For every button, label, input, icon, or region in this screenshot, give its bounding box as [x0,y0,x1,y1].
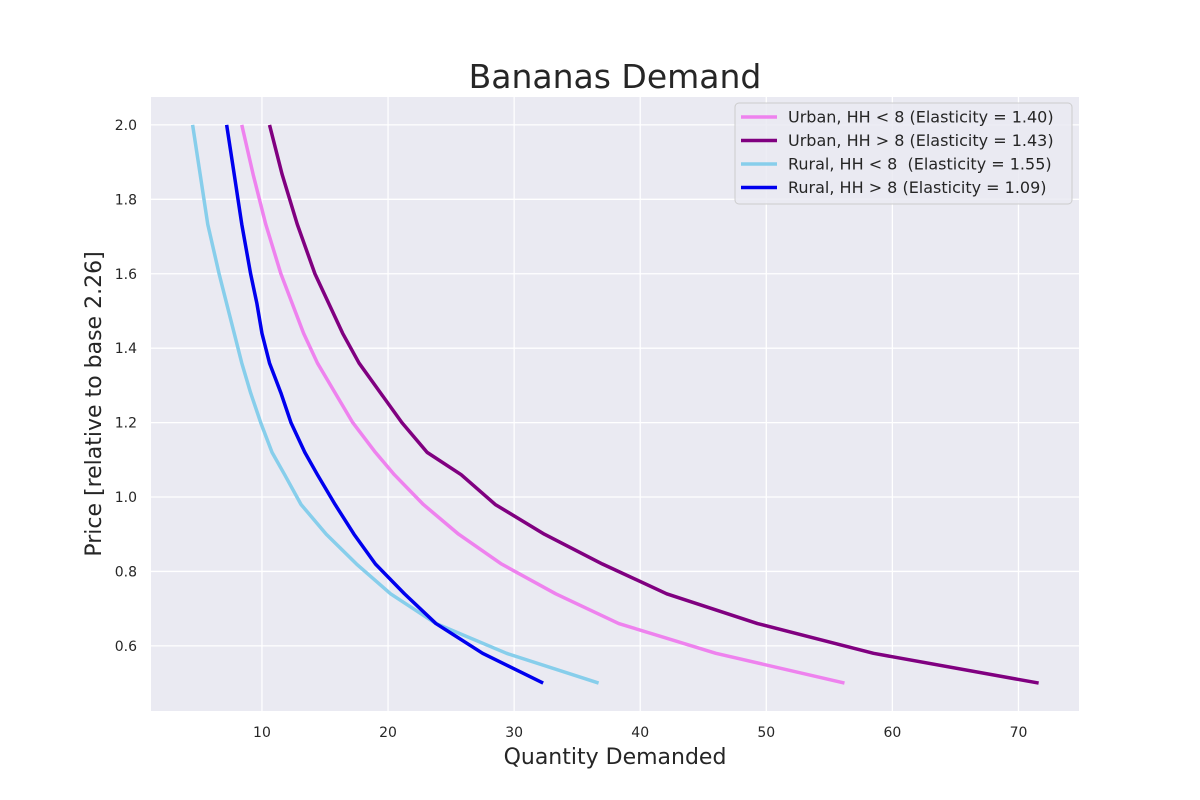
legend-label-4: Rural, HH > 8 (Elasticity = 1.09) [788,178,1047,197]
x-tick-label: 20 [379,725,397,741]
series-line-2 [267,124,1039,685]
y-tick-label: 1.0 [115,490,137,506]
x-tick-label: 60 [883,725,901,741]
chart-title: Bananas Demand [469,57,762,96]
x-tick-label: 50 [757,725,775,741]
series-line-4 [224,124,544,685]
legend-box [734,102,1073,205]
legend-items: Urban, HH < 8 (Elasticity = 1.40) Urban, … [741,108,1054,197]
x-tick-labels: 10 20 30 40 50 60 70 [253,725,1027,741]
y-tick-label: 1.4 [115,341,137,357]
legend-label-2: Urban, HH > 8 (Elasticity = 1.43) [788,131,1054,150]
x-tick-label: 40 [631,725,649,741]
y-tick-labels: 0.6 0.8 1.0 1.2 1.4 1.6 1.8 2.0 [115,118,137,655]
x-tick-label: 70 [1010,725,1028,741]
legend-label-3: Rural, HH < 8 (Elasticity = 1.55) [788,155,1052,174]
series-line-1 [240,124,845,685]
legend: Urban, HH < 8 (Elasticity = 1.40) Urban, … [734,102,1073,205]
y-tick-label: 1.2 [115,416,137,432]
y-tick-label: 1.8 [115,192,137,208]
y-axis-title: Price [relative to base 2.26] [82,251,107,556]
x-axis-title: Quantity Demanded [504,745,727,770]
x-tick-label: 30 [505,725,523,741]
y-tick-label: 2.0 [115,118,137,134]
series-line-3 [190,124,600,685]
legend-label-1: Urban, HH < 8 (Elasticity = 1.40) [788,108,1054,127]
grid-lines [151,97,1079,711]
x-tick-label: 10 [253,725,271,741]
y-tick-label: 1.6 [115,267,137,283]
y-tick-label: 0.6 [115,639,137,655]
y-tick-label: 0.8 [115,564,137,580]
series-lines [190,124,1039,685]
